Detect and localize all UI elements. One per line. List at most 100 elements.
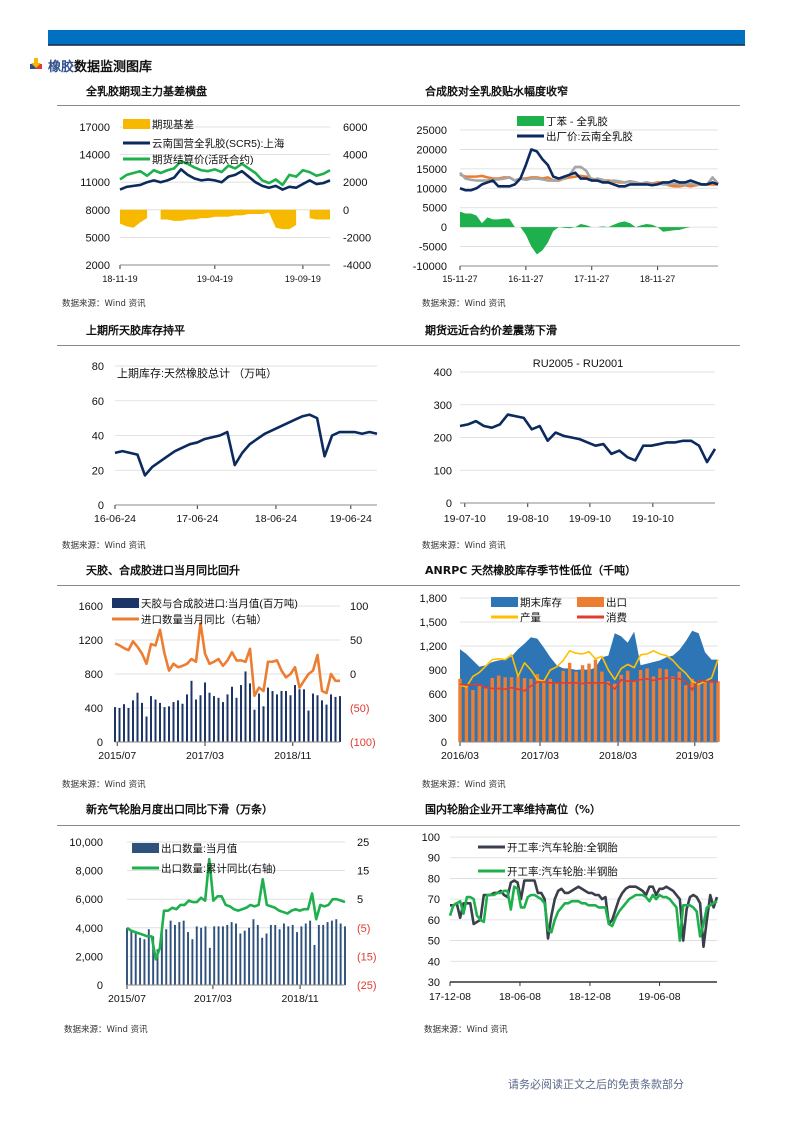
y-axis-tick-label: 300 bbox=[429, 713, 447, 725]
bar bbox=[600, 671, 604, 742]
legend-swatch-box bbox=[491, 597, 518, 607]
x-axis-tick-label: 18-06-24 bbox=[255, 513, 297, 525]
bar bbox=[195, 699, 197, 742]
x-axis-tick-label: 18-12-08 bbox=[569, 991, 611, 1003]
bar bbox=[307, 710, 310, 742]
bar bbox=[335, 919, 338, 985]
bar bbox=[265, 933, 268, 985]
y-axis-tick-label: 200 bbox=[434, 433, 452, 445]
bar bbox=[522, 678, 527, 742]
bar bbox=[274, 924, 277, 985]
x-axis-tick-label: 19-08-10 bbox=[507, 513, 549, 525]
line-series bbox=[459, 165, 719, 186]
bar bbox=[262, 706, 265, 742]
bar bbox=[339, 696, 341, 742]
disclaimer-footer: 请务必阅读正文之后的免责条款部分 bbox=[508, 1078, 684, 1091]
legend-label: 出口 bbox=[606, 596, 627, 609]
chart-1: 2000 5000 8000 11000 14000 17000 -4000 -2000 0 20… bbox=[79, 118, 371, 284]
bar bbox=[313, 944, 316, 985]
y-axis-tick-label: 14000 bbox=[79, 150, 110, 162]
data-source: 数据来源：Wind 资讯 bbox=[62, 299, 146, 309]
y-axis-tick-label: 25000 bbox=[416, 125, 447, 137]
chart-6: 0 300 600 900 1,200 1,500 1,800 2016/03 2017/03 2… bbox=[419, 593, 720, 762]
y-axis-tick-label: 0 bbox=[441, 737, 447, 749]
y-axis-tick-label: 1,800 bbox=[419, 593, 447, 605]
series-label: 上期库存:天然橡胶总计 （万吨） bbox=[117, 366, 277, 380]
x-axis-tick-label: 18-11-19 bbox=[102, 274, 137, 284]
y-axis-tick-label: -5000 bbox=[419, 242, 447, 254]
legend-label: 期末库存 bbox=[520, 596, 562, 609]
legend-label: 开工率:汽车轮胎:全钢胎 bbox=[507, 841, 618, 854]
chart-title: 期货远近合约价差震荡下滑 bbox=[425, 324, 557, 337]
y-axis-tick-label: 0 bbox=[97, 980, 103, 992]
x-axis-tick-label: 19-09-19 bbox=[285, 274, 321, 284]
chart-title: 上期所天胶库存持平 bbox=[86, 324, 185, 337]
bar bbox=[529, 678, 533, 742]
bar bbox=[291, 924, 294, 985]
x-axis-tick-label: 2016/03 bbox=[441, 750, 479, 762]
x-axis-tick-label: 19-09-10 bbox=[569, 513, 611, 525]
y2-axis-tick-label: (25) bbox=[357, 980, 377, 992]
legend-label: 进口数量当月同比（右轴） bbox=[141, 613, 267, 626]
y2-axis-tick-label: (100) bbox=[350, 737, 376, 749]
y-axis-tick-label: 60 bbox=[92, 396, 104, 408]
bar bbox=[716, 681, 720, 742]
y-axis-tick-label: 1,500 bbox=[419, 617, 447, 629]
line-series bbox=[459, 677, 718, 692]
section-title-rest: 数据监测图库 bbox=[74, 60, 153, 75]
y-axis-tick-label: 300 bbox=[434, 400, 452, 412]
y-axis-tick-label: 8,000 bbox=[75, 866, 103, 878]
chart-7: 0 2,000 4,000 6,000 8,000 10,000 (25) (15) (5) 5 1… bbox=[69, 837, 376, 1005]
line-series bbox=[114, 413, 378, 477]
x-axis-tick-label: 15-11-27 bbox=[442, 274, 477, 284]
legend-label: 出厂价:云南全乳胶 bbox=[546, 130, 633, 143]
y-axis-tick-label: 0 bbox=[98, 500, 104, 512]
bar bbox=[187, 932, 190, 985]
line-series bbox=[119, 159, 331, 187]
bar bbox=[278, 929, 281, 985]
y-axis-tick-label: 400 bbox=[434, 367, 452, 379]
y-axis-tick-label: 2,000 bbox=[75, 951, 103, 963]
bar bbox=[664, 669, 669, 742]
y-axis-tick-label: 70 bbox=[428, 894, 440, 906]
x-axis-tick-label: 2019/03 bbox=[676, 750, 714, 762]
y-axis-tick-label: -10000 bbox=[413, 261, 447, 273]
chart-title: 合成胶对全乳胶贴水幅度收窄 bbox=[425, 85, 568, 98]
line-series bbox=[450, 879, 719, 949]
bar bbox=[619, 674, 623, 742]
bar bbox=[276, 694, 278, 742]
bar bbox=[204, 926, 207, 985]
y-axis-tick-label: 10,000 bbox=[69, 837, 103, 849]
line-series bbox=[459, 413, 717, 464]
bar bbox=[191, 939, 194, 985]
bar bbox=[282, 923, 285, 985]
data-source: 数据来源：Wind 资讯 bbox=[422, 780, 506, 790]
bar bbox=[334, 696, 337, 742]
line-series bbox=[114, 621, 340, 698]
bar bbox=[217, 926, 220, 985]
chart-divider bbox=[400, 585, 740, 586]
bar bbox=[300, 926, 303, 985]
bar bbox=[261, 937, 264, 985]
bar bbox=[684, 685, 688, 742]
bar bbox=[271, 691, 274, 742]
bar bbox=[178, 922, 181, 985]
y-axis-tick-label: 10000 bbox=[416, 183, 447, 195]
data-source: 数据来源：Wind 资讯 bbox=[422, 299, 506, 309]
legend-swatch-box bbox=[132, 843, 159, 853]
y-axis-tick-label: 0 bbox=[446, 498, 452, 510]
bar bbox=[613, 683, 617, 742]
y-axis-tick-label: 60 bbox=[428, 915, 440, 927]
y-axis-tick-label: 1600 bbox=[79, 601, 103, 613]
bar bbox=[555, 683, 559, 742]
y-axis-tick-label: 900 bbox=[429, 665, 447, 677]
bar bbox=[127, 708, 130, 742]
x-axis-tick-label: 2015/07 bbox=[98, 750, 136, 762]
bar bbox=[130, 930, 133, 985]
bar bbox=[484, 688, 488, 742]
chart-title: 新充气轮胎月度出口同比下滑（万条） bbox=[86, 803, 273, 816]
bar bbox=[503, 677, 507, 742]
bar bbox=[240, 685, 242, 742]
bar bbox=[330, 920, 333, 985]
bar bbox=[165, 929, 168, 985]
